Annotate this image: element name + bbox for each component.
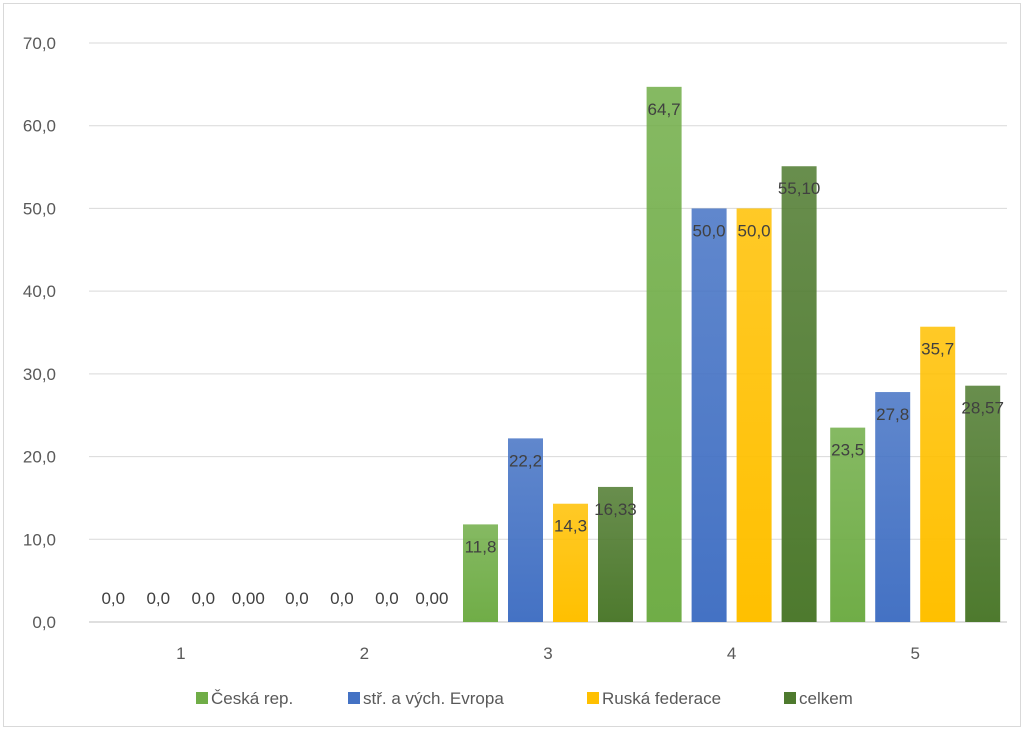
data-label: 0,0 (191, 589, 215, 608)
y-tick-label: 50,0 (23, 199, 56, 218)
legend-label: celkem (799, 689, 853, 708)
data-label: 22,2 (509, 451, 542, 470)
data-label: 50,0 (693, 221, 726, 240)
x-tick-label: 2 (360, 644, 369, 663)
bar (598, 486, 633, 622)
bar (691, 208, 727, 622)
legend-label: stř. a vých. Evropa (363, 689, 504, 708)
data-label: 0,00 (232, 589, 265, 608)
data-label: 14,3 (554, 517, 587, 536)
bar (830, 427, 866, 622)
legend-swatch (348, 692, 360, 704)
y-tick-label: 60,0 (23, 117, 56, 136)
y-tick-label: 40,0 (23, 282, 56, 301)
data-label: 28,57 (961, 399, 1004, 418)
bar (965, 385, 1001, 622)
bar (736, 208, 772, 622)
bar (875, 392, 911, 622)
data-label: 0,0 (375, 589, 399, 608)
data-label: 50,0 (738, 221, 771, 240)
x-tick-label: 5 (910, 644, 919, 663)
legend-swatch (784, 692, 796, 704)
legend-swatch (196, 692, 208, 704)
bar (553, 503, 588, 622)
data-label: 64,7 (648, 100, 681, 119)
y-tick-label: 10,0 (23, 530, 56, 549)
data-label: 27,8 (876, 405, 909, 424)
bar-chart: 0,010,020,030,040,050,060,070,00,0 0,0 0,0… (23, 34, 1007, 708)
y-tick-label: 70,0 (23, 34, 56, 53)
data-label: 0,0 (101, 589, 125, 608)
data-label: 16,33 (594, 500, 637, 519)
chart-container: 0,0 10,0 20,0 30,0 40,0 50,0 60,0 70,0 0,0 0,0 0,0… (3, 3, 1021, 727)
bar (646, 86, 682, 623)
y-tick-label: 0,0 (32, 613, 56, 632)
data-label: 55,10 (778, 179, 821, 198)
bar (781, 166, 817, 622)
data-label: 23,5 (831, 441, 864, 460)
x-tick-label: 4 (727, 644, 736, 663)
data-label: 0,0 (146, 589, 170, 608)
x-tick-label: 3 (543, 644, 552, 663)
bar (463, 524, 498, 622)
legend-label: Česká rep. (211, 689, 293, 708)
bar (920, 326, 956, 622)
data-label: 0,00 (415, 589, 448, 608)
data-label: 35,7 (921, 340, 954, 359)
data-label: 0,0 (330, 589, 354, 608)
data-label: 11,8 (465, 537, 497, 556)
legend-swatch (587, 692, 599, 704)
y-tick-label: 30,0 (23, 365, 56, 384)
data-label: 0,0 (285, 589, 309, 608)
x-tick-label: 1 (176, 644, 185, 663)
legend-label: Ruská federace (602, 689, 721, 708)
bar (508, 438, 543, 622)
y-tick-label: 20,0 (23, 448, 56, 467)
